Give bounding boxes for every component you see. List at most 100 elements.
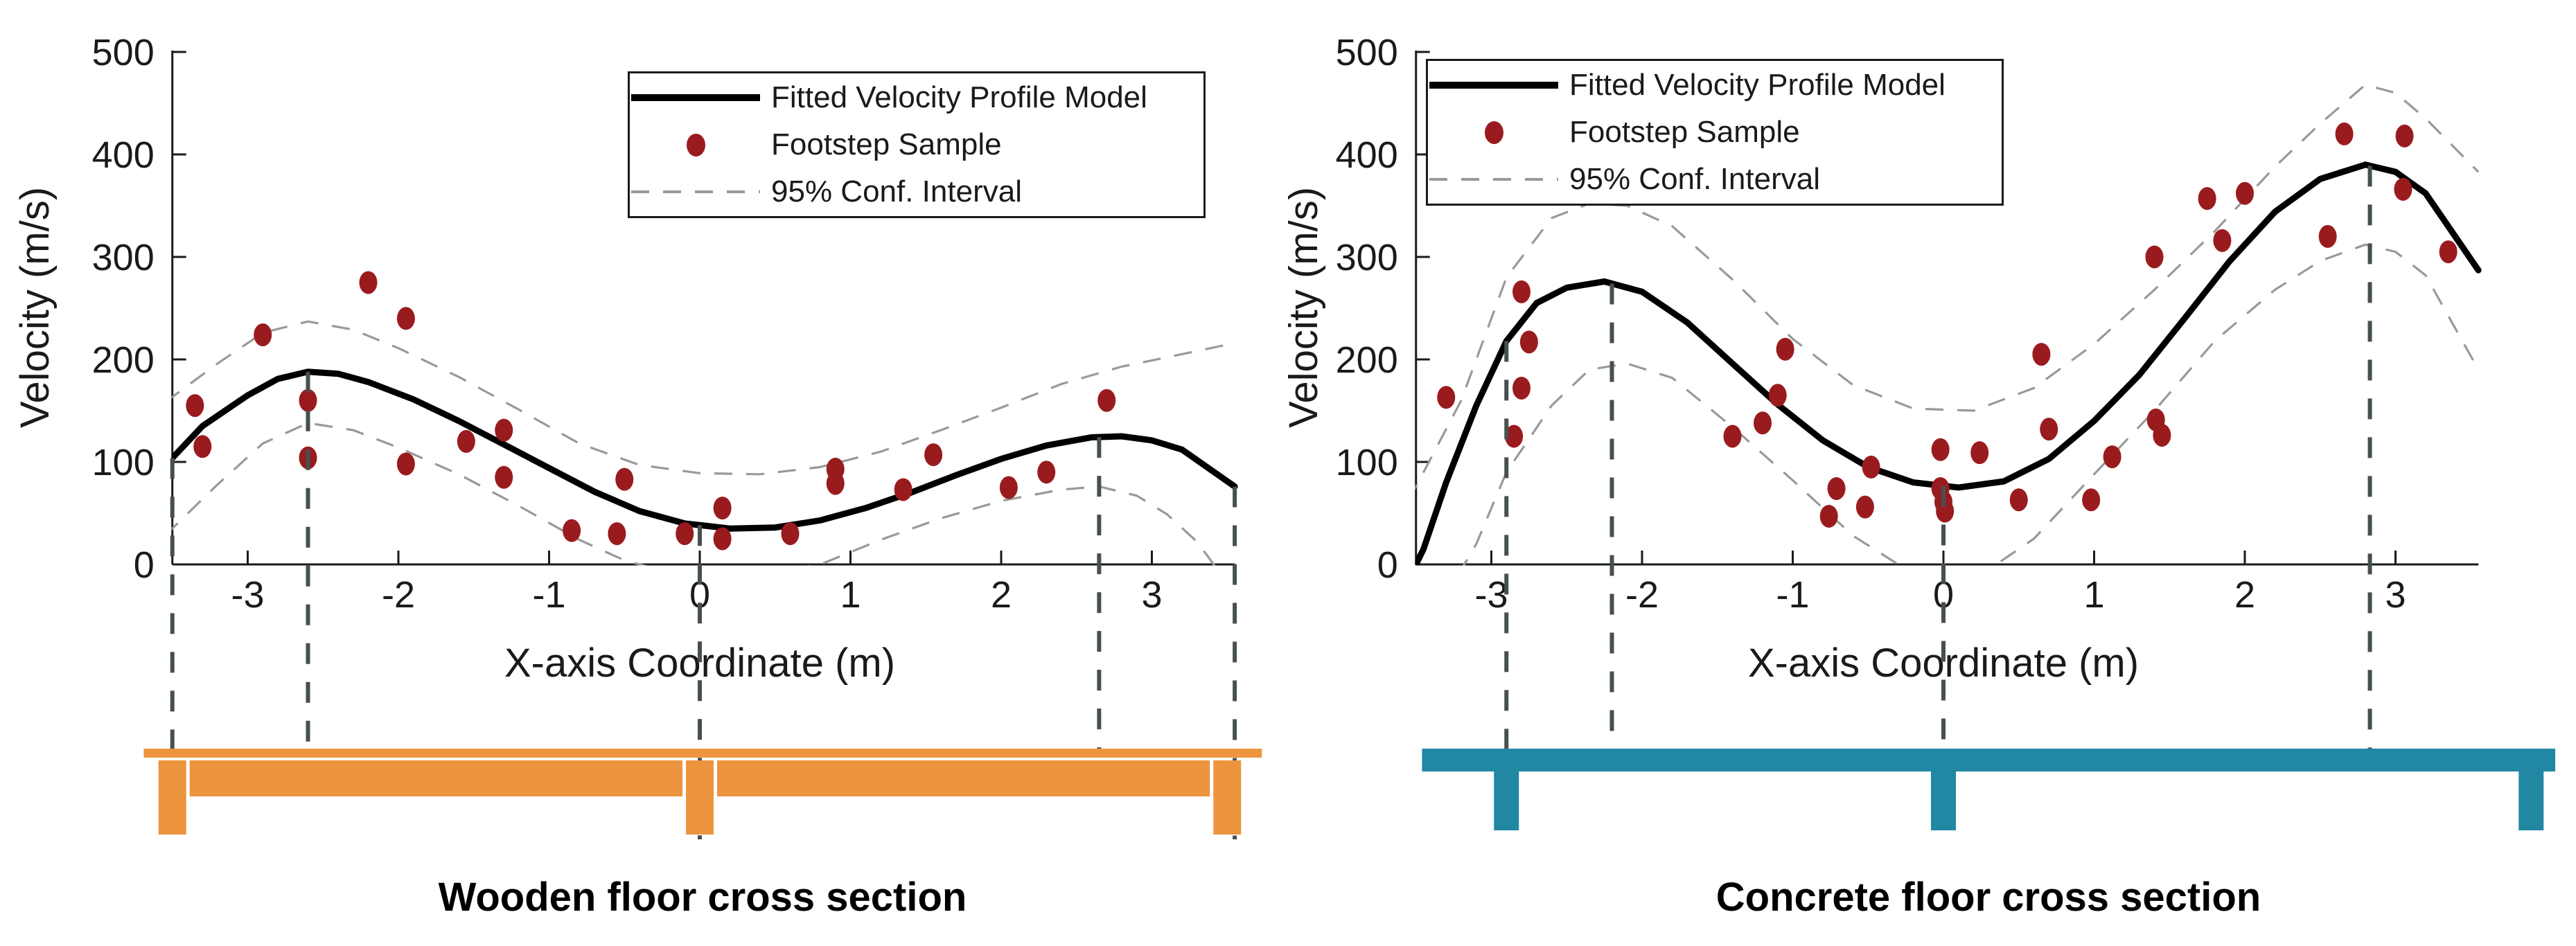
fit-line-swatch-icon <box>630 94 761 101</box>
plot-series <box>1415 83 2482 566</box>
sample-point <box>193 435 212 458</box>
y-tick-label: 200 <box>92 339 155 381</box>
fit-curve <box>1415 161 2482 566</box>
floor-support-post <box>2518 771 2544 830</box>
sample-point <box>1519 330 1538 354</box>
legend-box: Fitted Velocity Profile Model Footstep S… <box>628 71 1206 218</box>
x-tick-label: -2 <box>382 574 415 616</box>
sample-point <box>2103 445 2121 469</box>
sample-point <box>1862 455 1880 479</box>
sample-point <box>495 418 513 442</box>
reference-lines <box>1504 166 2372 751</box>
floor-support-post <box>1931 771 1956 830</box>
sample-point <box>2082 488 2101 512</box>
y-tick-label: 100 <box>92 442 155 483</box>
sample-point <box>1723 425 1742 448</box>
x-tick-label: -3 <box>1474 574 1508 616</box>
ci-lower-curve <box>171 422 1216 566</box>
floor-slab <box>143 749 1262 758</box>
floor-beam <box>717 760 1210 796</box>
sample-point <box>2032 343 2051 366</box>
x-tick-label: 2 <box>991 574 1012 616</box>
y-tick-label: 400 <box>1336 134 1398 176</box>
sample-point <box>1819 504 1838 528</box>
concrete-floor-caption: Concrete floor cross section <box>1715 875 2261 920</box>
floor-beam <box>189 760 682 796</box>
concrete-floor-cross-section <box>1422 749 2556 830</box>
sample-point <box>495 465 513 489</box>
sample-point <box>1827 476 1846 500</box>
ci-dash-swatch-icon <box>1428 178 1560 181</box>
x-tick-label: -1 <box>1776 574 1809 616</box>
sample-point <box>254 323 272 346</box>
sample-point <box>186 394 204 418</box>
legend-label: 95% Conf. Interval <box>771 175 1022 208</box>
legend-box: Fitted Velocity Profile Model Footstep S… <box>1426 59 2004 206</box>
x-tick-label: 1 <box>840 574 861 616</box>
legend-item-ci: 95% Conf. Interval <box>1428 157 2002 202</box>
legend-label: Footstep Sample <box>1569 115 1800 149</box>
y-tick-label: 400 <box>92 134 155 176</box>
sample-point <box>2009 488 2028 512</box>
sample-point <box>2198 187 2216 211</box>
x-tick-label: -2 <box>1625 574 1659 616</box>
sample-point <box>2394 177 2412 201</box>
sample-point <box>894 478 912 501</box>
sample-point <box>1505 425 1524 448</box>
sample-point <box>2395 124 2414 148</box>
floor-slab <box>1422 749 2556 771</box>
sample-point <box>299 389 317 412</box>
sample-point <box>826 472 845 495</box>
legend-item-fit: Fitted Velocity Profile Model <box>630 75 1203 121</box>
ci-upper-curve <box>171 320 1235 476</box>
sample-point <box>1097 389 1116 412</box>
y-tick-label: 200 <box>1336 339 1398 381</box>
x-tick-label: 2 <box>2234 574 2255 616</box>
legend-label: Fitted Velocity Profile Model <box>771 80 1147 114</box>
x-tick-label: -1 <box>532 574 565 616</box>
sample-dot-swatch-icon <box>630 133 761 157</box>
y-tick-label: 500 <box>92 32 155 73</box>
sample-point <box>1512 280 1530 303</box>
sample-point <box>999 476 1018 499</box>
sample-point <box>1037 461 1056 484</box>
sample-point <box>713 497 732 520</box>
y-tick-label: 0 <box>1377 544 1398 586</box>
legend-label: Fitted Velocity Profile Model <box>1569 68 1946 102</box>
sample-point <box>2213 229 2232 252</box>
legend-item-sample: Footstep Sample <box>1428 109 2002 155</box>
sample-point <box>676 522 694 546</box>
ci-lower-curve <box>1462 243 2480 566</box>
legend-item-sample: Footstep Sample <box>630 122 1203 168</box>
x-tick-label: -3 <box>231 574 264 616</box>
sample-point <box>2040 418 2058 441</box>
sample-point <box>1776 337 1794 361</box>
legend-item-fit: Fitted Velocity Profile Model <box>1428 62 2002 108</box>
sample-point <box>396 307 415 330</box>
sample-point <box>1855 495 1874 519</box>
sample-point <box>781 522 800 546</box>
fit-line-swatch-icon <box>1428 82 1560 89</box>
y-axis-label: Velocity (m/s) <box>1288 187 1326 428</box>
sample-point <box>563 519 581 542</box>
y-tick-label: 300 <box>1336 237 1398 278</box>
sample-dot-swatch-icon <box>1428 121 1560 144</box>
y-tick-label: 0 <box>134 544 155 586</box>
wood-floor-cross-section <box>143 749 1262 835</box>
sample-point <box>457 429 475 453</box>
sample-point <box>1970 441 1989 465</box>
floor-support-post <box>686 760 714 835</box>
ci-dash-swatch-icon <box>630 190 761 193</box>
legend-item-ci: 95% Conf. Interval <box>630 169 1203 215</box>
sample-point <box>2145 245 2164 269</box>
sample-point <box>608 522 626 546</box>
sample-point <box>2236 181 2254 205</box>
wooden-floor-caption: Wooden floor cross section <box>438 875 967 920</box>
y-axis-label: Velocity (m/s) <box>12 187 58 428</box>
y-tick-label: 100 <box>1336 442 1398 483</box>
fit-curve <box>171 368 1238 532</box>
